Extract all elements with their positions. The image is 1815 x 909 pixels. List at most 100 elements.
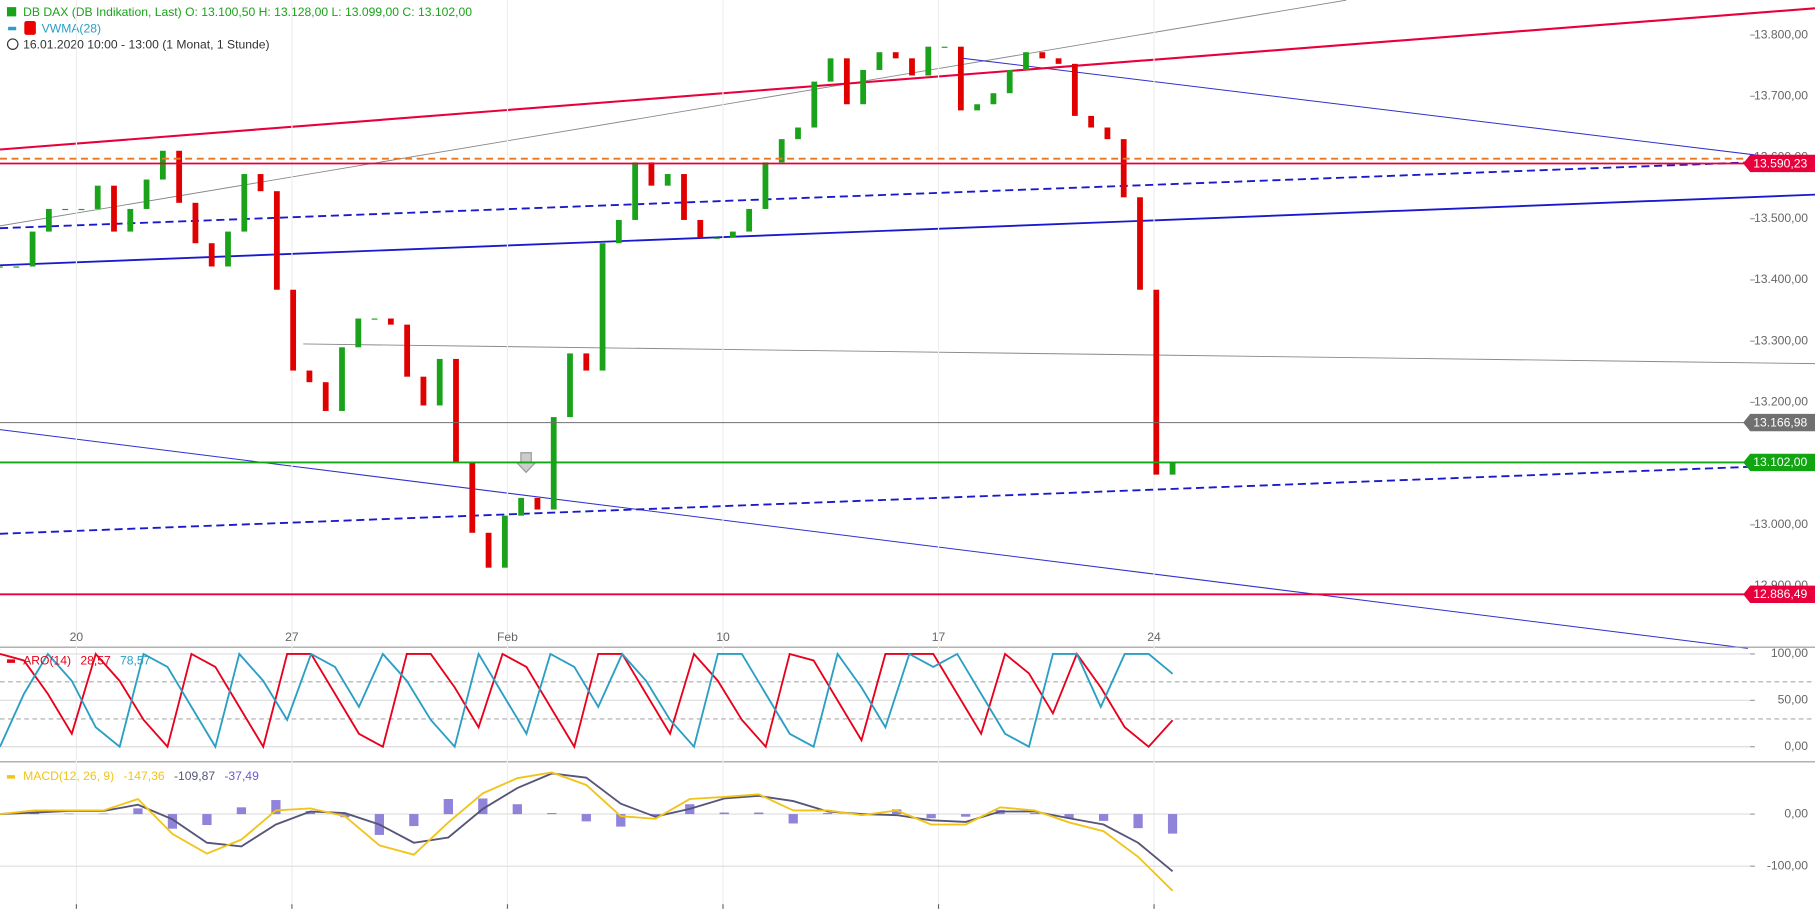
- legend-value: -37,49: [224, 769, 259, 783]
- histogram-bar: [133, 808, 143, 815]
- trend-line: [0, 463, 1815, 535]
- candle: [208, 243, 215, 267]
- level-label: 13.166,98: [1753, 415, 1807, 429]
- histogram-bar: [202, 814, 212, 826]
- candle: [827, 58, 834, 82]
- level-tag: [1743, 585, 1815, 604]
- candle: [795, 127, 801, 140]
- candle: [746, 208, 753, 232]
- legend-swatch: [6, 775, 16, 779]
- level-tag: [1743, 154, 1815, 173]
- candle: [290, 289, 297, 371]
- candle: [681, 174, 687, 220]
- candle: [29, 231, 36, 267]
- candle: [453, 358, 459, 463]
- histogram-bar: [1064, 814, 1074, 819]
- candle: [485, 532, 492, 568]
- quote-header: DB DAX (DB Indikation, Last) O: 13.100,5…: [23, 5, 472, 19]
- level-tag: [1743, 413, 1815, 432]
- candle: [941, 46, 948, 48]
- clock-icon: [6, 38, 19, 50]
- histogram-bar: [98, 813, 109, 815]
- x-tick-label: Feb: [497, 630, 518, 644]
- candle: [127, 208, 134, 232]
- histogram-bar: [512, 804, 522, 815]
- candle: [13, 266, 20, 268]
- histogram-bar: [443, 799, 453, 815]
- y-tick-label: 0,00: [1784, 739, 1808, 753]
- candle: [1104, 127, 1111, 140]
- indicator-line: [0, 772, 1174, 872]
- legend-value: -109,87: [174, 769, 215, 783]
- candle: [957, 46, 964, 111]
- candle: [534, 497, 541, 510]
- y-tick-label: -100,00: [1767, 858, 1808, 872]
- candle: [159, 150, 166, 180]
- y-tick-label: 13.000,00: [1754, 517, 1808, 531]
- trend-line: [303, 343, 1815, 365]
- indicator-title: MACD(12, 26, 9): [23, 769, 114, 783]
- trend-line: [960, 57, 1815, 163]
- candle: [583, 353, 590, 371]
- level-label: 12.886,49: [1753, 587, 1807, 601]
- candle: [339, 347, 345, 411]
- legend-swatch: [8, 26, 17, 31]
- candle: [811, 81, 818, 128]
- histogram-bar: [1098, 814, 1109, 821]
- candle: [355, 318, 362, 348]
- candle: [567, 353, 573, 418]
- candle: [469, 463, 476, 533]
- indicator-line: [0, 652, 1174, 750]
- x-tick-label: 10: [716, 630, 730, 644]
- candle: [664, 174, 671, 186]
- candle: [990, 93, 997, 105]
- y-tick-label: 13.700,00: [1754, 88, 1808, 102]
- candle: [45, 208, 52, 232]
- candle: [1071, 63, 1078, 116]
- legend: DB DAX (DB Indikation, Last) O: 13.100,5…: [6, 5, 472, 52]
- histogram-bar: [409, 814, 419, 827]
- x-tick-label: 17: [932, 630, 946, 644]
- candle: [615, 219, 622, 244]
- candle: [599, 243, 606, 371]
- candle: [273, 191, 280, 290]
- candle: [843, 58, 850, 105]
- histogram-bar: [719, 812, 729, 815]
- trend-lines: [0, 0, 1815, 649]
- trend-line: [0, 193, 1815, 267]
- candle: [778, 139, 785, 163]
- trend-line: [0, 429, 1748, 649]
- indicator-line: [0, 771, 1174, 892]
- alert-icon: [24, 21, 36, 35]
- histogram-bar: [236, 807, 247, 815]
- histogram-bar: [64, 813, 74, 815]
- histogram-bar: [167, 814, 178, 829]
- candle: [404, 324, 411, 377]
- candle: [192, 202, 199, 244]
- candle: [306, 370, 313, 383]
- histogram-bar: [754, 812, 764, 815]
- candle: [909, 58, 915, 76]
- candle: [876, 52, 883, 70]
- trend-line: [0, 7, 1815, 151]
- period-label: 16.01.2020 10:00 - 13:00 (1 Monat, 1 Stu…: [23, 38, 269, 52]
- candle: [225, 231, 231, 267]
- histogram-bar: [271, 800, 281, 815]
- histogram-bar: [478, 798, 488, 815]
- candle: [762, 162, 769, 209]
- indicator-line: [0, 651, 1174, 750]
- candle: [322, 382, 329, 411]
- candle: [860, 69, 867, 105]
- indicator-title: ARO(14): [23, 653, 71, 667]
- histogram-bar: [788, 814, 798, 824]
- candle: [648, 162, 655, 186]
- y-tick-label: 50,00: [1778, 693, 1809, 707]
- x-tick-label: 24: [1147, 630, 1161, 644]
- candle: [78, 208, 85, 211]
- histogram-bar: [823, 813, 833, 815]
- candle: [371, 318, 378, 320]
- legend-value: 28,57: [80, 653, 111, 667]
- histogram-bar: [1167, 814, 1178, 834]
